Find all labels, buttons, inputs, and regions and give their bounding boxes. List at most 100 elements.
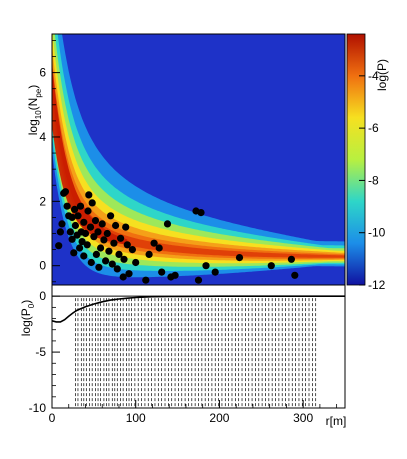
data-point-69 xyxy=(291,271,299,279)
data-point-35 xyxy=(100,236,108,244)
event-points xyxy=(55,188,299,284)
data-point-16 xyxy=(76,202,85,210)
colorbar-tick-label-4: -12 xyxy=(368,278,386,292)
data-point-63 xyxy=(194,276,203,284)
colorbar-frame xyxy=(346,33,366,286)
data-point-51 xyxy=(128,246,136,254)
colorbar: -4 -6 -8 -10 -12 log(P) xyxy=(346,33,389,292)
colorbar-fill xyxy=(347,34,365,285)
data-point-33 xyxy=(97,244,105,252)
data-point-56 xyxy=(155,244,163,252)
data-point-11 xyxy=(71,205,79,213)
data-point-49 xyxy=(123,241,131,249)
data-point-12 xyxy=(71,221,79,230)
data-point-19 xyxy=(80,218,88,226)
data-point-29 xyxy=(91,217,100,225)
bottom-y-tick-label-1: -5 xyxy=(35,345,46,359)
data-point-52 xyxy=(132,258,140,267)
data-point-47 xyxy=(120,255,128,263)
data-point-28 xyxy=(90,233,98,241)
data-point-8 xyxy=(68,235,76,243)
bottom-x-tick-label-0: 0 xyxy=(49,411,56,425)
data-point-37 xyxy=(103,229,111,238)
data-point-55 xyxy=(150,239,158,247)
pmt-radius-lines xyxy=(52,295,345,408)
colorbar-tick-label-1: -6 xyxy=(368,121,379,135)
top-y-tick-label-2: 4 xyxy=(39,130,46,144)
top-y-axis-title: log10(Npe) xyxy=(26,85,43,136)
data-point-2 xyxy=(58,220,66,228)
log-p0-curve xyxy=(52,295,345,323)
data-point-68 xyxy=(287,255,295,263)
data-point-66 xyxy=(235,254,244,262)
data-point-4 xyxy=(61,188,69,196)
bottom-x-axis: 0 100 200 300 xyxy=(49,400,338,425)
data-point-26 xyxy=(87,258,95,267)
data-point-54 xyxy=(145,250,153,258)
data-point-22 xyxy=(83,241,91,249)
data-point-60 xyxy=(171,271,179,279)
data-point-41 xyxy=(110,239,118,247)
data-point-39 xyxy=(107,212,115,220)
bottom-x-tick-label-2: 200 xyxy=(209,411,229,425)
top-y-tick-label-1: 2 xyxy=(39,194,46,208)
data-point-15 xyxy=(76,244,84,252)
top-y-axis: 0 2 4 6 xyxy=(39,40,60,283)
data-point-58 xyxy=(163,220,172,228)
data-point-64 xyxy=(202,262,210,270)
data-point-20 xyxy=(80,252,88,260)
data-point-42 xyxy=(112,221,120,230)
data-point-31 xyxy=(94,228,102,236)
data-point-40 xyxy=(108,260,116,268)
data-point-7 xyxy=(66,228,74,236)
data-point-46 xyxy=(119,273,127,281)
data-point-5 xyxy=(63,202,71,210)
bottom-y-tick-label-2: -10 xyxy=(29,401,47,415)
colorbar-tick-label-2: -8 xyxy=(368,173,379,187)
data-point-0 xyxy=(55,242,63,250)
data-point-34 xyxy=(98,220,106,228)
data-point-14 xyxy=(74,212,82,220)
data-point-67 xyxy=(267,262,275,270)
data-point-24 xyxy=(85,191,93,199)
data-point-53 xyxy=(142,276,150,284)
data-point-25 xyxy=(86,223,95,231)
bottom-y-tick-label-0: 0 xyxy=(39,289,46,303)
data-point-30 xyxy=(92,250,100,258)
density-core xyxy=(52,63,128,245)
bottom-panel: 0 -5 -10 0 100 200 300 log(P0) r[m] xyxy=(19,284,347,428)
data-point-36 xyxy=(102,257,110,265)
bottom-y-axis: 0 -5 -10 xyxy=(29,289,60,415)
data-point-9 xyxy=(68,213,76,221)
bottom-y-axis-title: log(P0) xyxy=(19,300,36,336)
colorbar-ticks: -4 -6 -8 -10 -12 xyxy=(359,69,386,292)
data-point-43 xyxy=(113,265,121,273)
data-point-10 xyxy=(70,249,78,257)
bottom-x-tick-label-1: 100 xyxy=(126,411,146,425)
data-point-62 xyxy=(197,209,205,217)
top-panel: 0 2 4 6 log10(Npe) xyxy=(26,33,346,286)
data-point-32 xyxy=(95,263,103,271)
colorbar-tick-label-0: -4 xyxy=(368,69,379,83)
data-point-1 xyxy=(56,228,64,236)
data-point-48 xyxy=(122,223,130,231)
top-y-tick-label-3: 6 xyxy=(39,66,46,80)
data-point-50 xyxy=(125,270,133,278)
colorbar-title: log(P) xyxy=(375,59,389,91)
density-band-2 xyxy=(52,34,345,267)
data-point-38 xyxy=(105,247,113,255)
data-point-21 xyxy=(81,229,90,238)
top-y-tick-label-0: 0 xyxy=(39,259,46,273)
data-point-45 xyxy=(117,234,125,242)
data-point-23 xyxy=(84,207,92,215)
data-point-65 xyxy=(211,268,219,276)
heatmap-density xyxy=(52,34,345,278)
data-point-44 xyxy=(115,250,123,258)
colorbar-tick-label-3: -10 xyxy=(368,226,386,240)
bottom-x-axis-title: r[m] xyxy=(326,414,347,428)
data-point-27 xyxy=(88,199,96,207)
bottom-x-tick-label-3: 300 xyxy=(293,411,313,425)
bottom-frame xyxy=(51,284,346,409)
data-point-57 xyxy=(158,268,166,276)
